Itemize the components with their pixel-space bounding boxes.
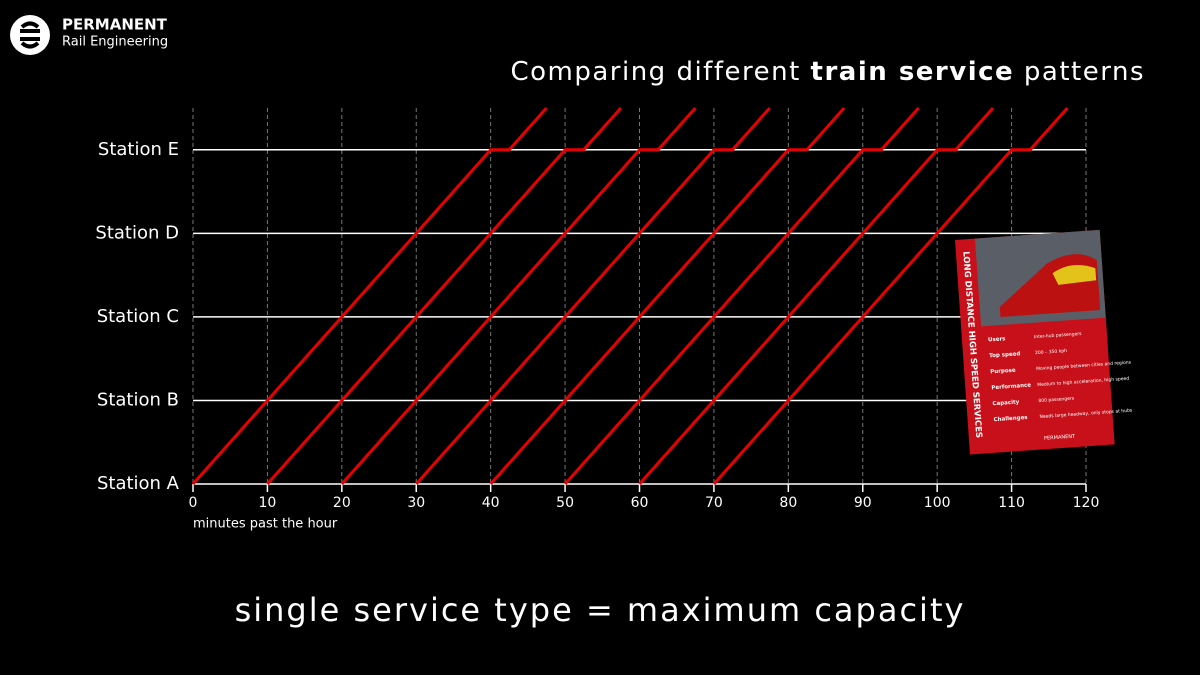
logo-mark [10,15,50,55]
x-tick-label: 20 [333,495,351,511]
train-path [415,107,771,485]
train-path [563,107,920,485]
x-tick-label: 0 [189,495,198,511]
y-tick-label: Station A [97,473,180,494]
x-tick-label: 110 [998,495,1025,511]
train-path [489,107,846,485]
train-path [638,107,995,485]
x-axis-label: minutes past the hour [193,517,338,532]
card-row-label: Users [988,336,1007,343]
logo: PERMANENT Rail Engineering [10,15,168,55]
x-tick-label: 80 [779,495,797,511]
x-tick-label: 40 [482,495,500,511]
y-tick-label: Station D [95,222,179,243]
x-tick-label: 100 [924,495,951,511]
train-path [191,107,548,485]
y-tick-label: Station B [97,389,179,410]
train-path [340,107,697,485]
card-row-label: Top speed [989,351,1021,359]
title-part: patterns [1014,57,1145,87]
train-path [712,107,1069,485]
card-row-value: 800 passengers [1038,396,1075,405]
x-tick-label: 30 [407,495,425,511]
y-tick-label: Station C [97,306,179,327]
x-tick-label: 60 [631,495,649,511]
x-tick-label: 70 [705,495,723,511]
x-tick-label: 10 [259,495,277,511]
logo-subtitle: Rail Engineering [62,35,168,50]
card-row-label: Performance [991,383,1031,392]
logo-glyph [20,21,40,49]
x-tick-label: 90 [854,495,872,511]
card-brand: PERMANENT [1044,434,1076,442]
card-row-value: Inter-hub passengers [1034,331,1083,340]
title-part: Comparing different [510,57,810,87]
card-row-label: Challenges [993,415,1028,423]
x-tick-label: 50 [556,495,574,511]
card-photo-nose [1052,265,1097,285]
chart-title: Comparing different train service patter… [510,57,1145,87]
logo-name: PERMANENT [62,16,168,34]
card-row-label: Purpose [990,368,1016,376]
card-row-value: 200 – 350 kph [1035,348,1068,356]
y-tick-label: Station E [98,139,179,160]
x-tick-label: 120 [1073,495,1100,511]
train-path [266,107,623,485]
title-bold: train service [811,57,1015,87]
card: LONG DISTANCE HIGH SPEED SERVICES Users I… [955,229,1133,455]
footer: single service type = maximum capacity [235,591,966,629]
plot: 0 10 20 30 40 50 60 70 80 90 100 110 120 Station A Sta… [95,107,1100,511]
card-row-label: Capacity [992,399,1020,407]
